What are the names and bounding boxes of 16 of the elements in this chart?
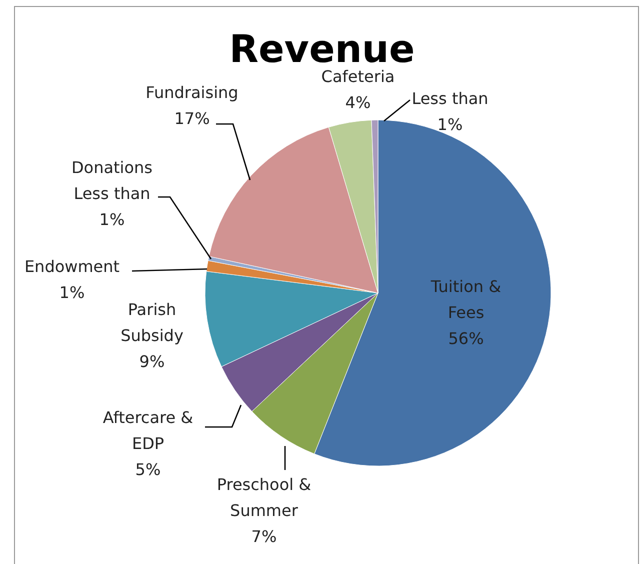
data-label: 17% xyxy=(174,109,210,128)
slice-label: Donations xyxy=(71,158,153,177)
slice-label: Endowment xyxy=(24,257,120,276)
data-label: 9% xyxy=(139,352,165,371)
data-label: Less than 1% xyxy=(74,184,150,229)
data-label: 56% xyxy=(448,329,484,348)
data-label: 5% xyxy=(135,460,161,479)
slice-label: Aftercare & EDP xyxy=(102,408,194,453)
slice-label: Fundraising xyxy=(146,83,238,102)
data-label: 7% xyxy=(251,527,277,546)
data-label: Less than 1% xyxy=(412,89,488,134)
slice-label: Tuition & Fees xyxy=(430,277,502,322)
slice-label: Parish Subsidy xyxy=(120,300,184,345)
data-label: 1% xyxy=(59,283,85,302)
data-label: 4% xyxy=(345,93,371,112)
slice-label: Preschool & Summer xyxy=(216,475,312,520)
